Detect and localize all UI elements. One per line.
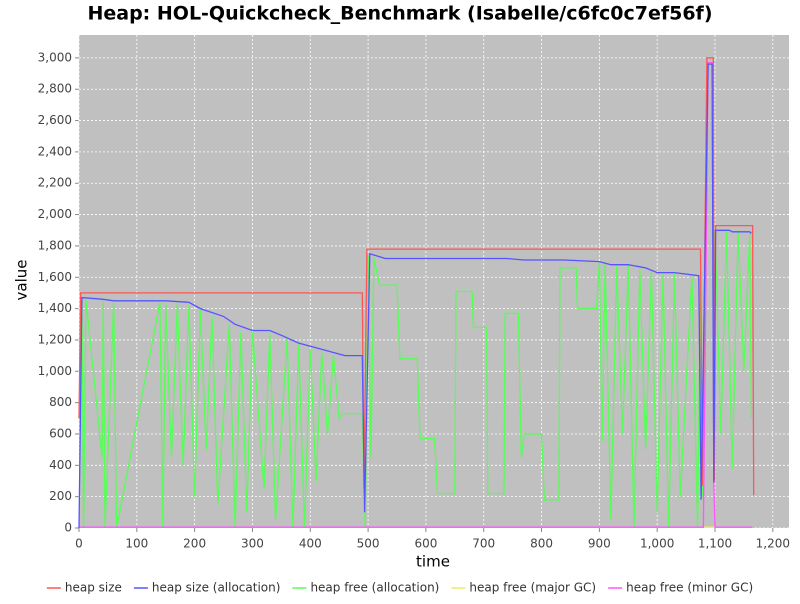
x-tick-label: 1,200 xyxy=(756,537,790,551)
x-tick-label: 700 xyxy=(472,537,495,551)
x-axis-label: time xyxy=(416,553,450,571)
legend-label: heap free (major GC) xyxy=(469,581,596,595)
y-tick-label: 1,200 xyxy=(38,332,72,346)
x-tick-label: 0 xyxy=(75,537,83,551)
x-tick-label: 100 xyxy=(125,537,148,551)
x-tick-label: 600 xyxy=(414,537,437,551)
legend-label: heap free (minor GC) xyxy=(626,581,753,595)
x-tick-label: 1,100 xyxy=(698,537,732,551)
y-tick-label: 600 xyxy=(49,426,72,440)
y-tick-label: 1,000 xyxy=(38,364,72,378)
y-tick-label: 0 xyxy=(64,521,72,535)
legend-label: heap size xyxy=(65,581,122,595)
series-line xyxy=(78,63,752,529)
y-tick-label: 2,400 xyxy=(38,144,72,158)
y-tick-label: 2,600 xyxy=(38,113,72,127)
y-tick-label: 3,000 xyxy=(38,50,72,64)
x-tick-label: 900 xyxy=(588,537,611,551)
y-tick-label: 2,200 xyxy=(38,176,72,190)
series-line xyxy=(79,61,753,528)
x-tick-label: 800 xyxy=(530,537,553,551)
x-tick-label: 1,000 xyxy=(640,537,674,551)
y-tick-label: 1,600 xyxy=(38,270,72,284)
y-tick-label: 1,400 xyxy=(38,301,72,315)
x-tick-label: 300 xyxy=(241,537,264,551)
y-tick-label: 2,000 xyxy=(38,207,72,221)
legend-label: heap size (allocation) xyxy=(152,581,281,595)
x-tick-label: 200 xyxy=(183,537,206,551)
x-tick-label: 500 xyxy=(357,537,380,551)
series-line xyxy=(78,63,753,529)
y-tick-label: 800 xyxy=(49,395,72,409)
y-tick-label: 400 xyxy=(49,458,72,472)
series-line xyxy=(78,57,755,496)
chart-title: Heap: HOL-Quickcheck_Benchmark (Isabelle… xyxy=(87,3,712,25)
y-tick-label: 200 xyxy=(49,489,72,503)
legend-label: heap free (allocation) xyxy=(310,581,439,595)
y-axis-label: value xyxy=(13,260,31,301)
x-tick-label: 400 xyxy=(299,537,322,551)
y-tick-label: 2,800 xyxy=(38,82,72,96)
y-tick-label: 1,800 xyxy=(38,238,72,252)
